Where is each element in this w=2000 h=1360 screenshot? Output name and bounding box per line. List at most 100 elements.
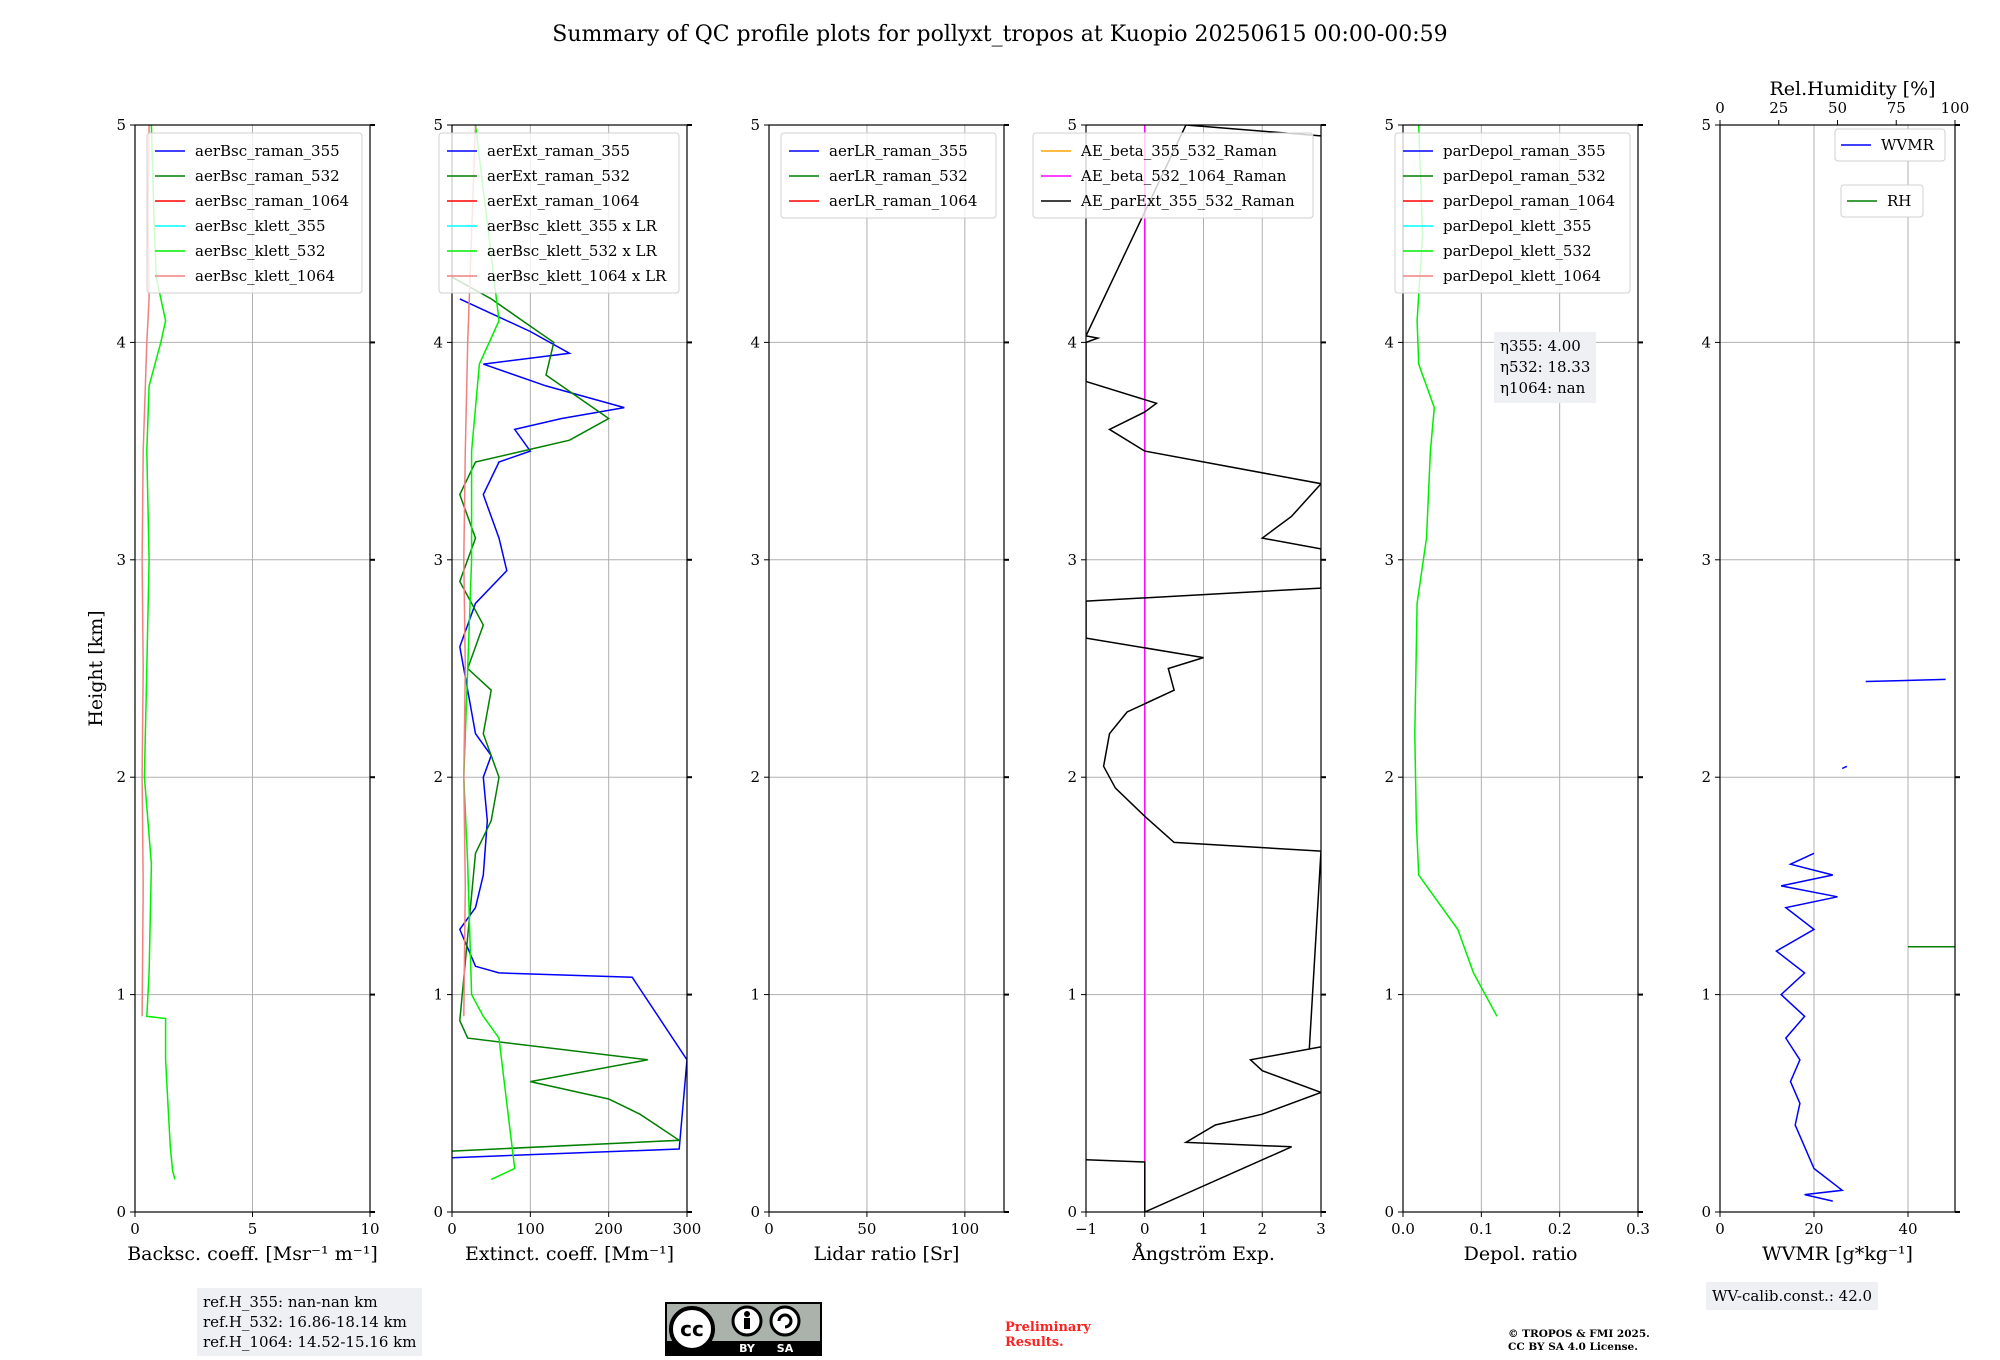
y-tick-label: 2: [1384, 768, 1394, 786]
legend-label: aerLR_raman_1064: [829, 192, 977, 210]
y-tick-label: 4: [750, 333, 760, 351]
legend-label: parDepol_klett_1064: [1443, 267, 1601, 285]
y-tick-label: 2: [433, 768, 443, 786]
chart-panel-6: 0 20 40 0 1 2 3 4 5 WVMR [g*kg⁻¹] 0 25 50 75 100 Rel.Hu…: [1701, 78, 1969, 1265]
legend: aerExt_raman_355 aerExt_raman_532 aerExt_r…: [438, 132, 680, 294]
y-tick-label: 2: [116, 768, 126, 786]
series-line: [1414, 125, 1498, 1017]
legend: parDepol_raman_355 parDepol_raman_532 parD…: [1394, 132, 1631, 294]
x2-tick-label: 0: [1715, 99, 1725, 117]
y-tick-label: 0: [750, 1203, 760, 1221]
series-line: [1865, 678, 1946, 683]
x-axis-label: Backsc. coeff. [Msr⁻¹ m⁻¹]: [127, 1243, 378, 1265]
x-tick-label: 0: [764, 1220, 774, 1238]
y-axis-label: Height [km]: [85, 610, 107, 726]
legend-label: aerExt_raman_355: [487, 142, 630, 160]
legend: aerBsc_raman_355 aerBsc_raman_532 aerBsc_r…: [146, 132, 363, 294]
y-tick-label: 4: [1067, 333, 1077, 351]
page-title: Summary of QC profile plots for pollyxt_…: [552, 22, 1448, 47]
legend-label: parDepol_klett_532: [1443, 242, 1592, 260]
y-tick-label: 3: [116, 551, 126, 569]
preliminary-line-1: Preliminary: [1005, 1320, 1091, 1335]
y-tick-label: 1: [1067, 986, 1077, 1004]
x-axis-label: Extinct. coeff. [Mm⁻¹]: [465, 1243, 674, 1265]
legend-label: aerLR_raman_532: [829, 167, 968, 185]
x2-tick-label: 100: [1941, 99, 1970, 117]
reference-height-box: ref.H_355: nan-nan km ref.H_532: 16.86-1…: [197, 1288, 423, 1356]
copyright-line-2: CC BY SA 4.0 License.: [1508, 1341, 1638, 1353]
legend-label: aerBsc_raman_1064: [195, 192, 349, 210]
legend-frame: [438, 132, 680, 294]
x2-tick-label: 75: [1887, 99, 1906, 117]
legend-label: parDepol_raman_1064: [1443, 192, 1615, 210]
eta-box: η355: 4.00 η532: 18.33 η1064: nan: [1494, 332, 1597, 403]
legend-frame: [1834, 128, 1946, 162]
y-tick-label: 4: [433, 333, 443, 351]
y-tick-label: 3: [750, 551, 760, 569]
legend-label: aerBsc_klett_1064: [195, 267, 335, 285]
eta-1064: η1064: nan: [1500, 379, 1586, 397]
y-tick-label: 3: [433, 551, 443, 569]
legend-label: parDepol_klett_355: [1443, 217, 1592, 235]
chart-panel-3: 0 50 100 0 1 2 3 4 5 Lidar ratio [Sr] aerLR_raman_…: [750, 116, 1009, 1265]
preliminary-line-2: Results.: [1005, 1335, 1064, 1350]
wv-calib-box: WV-calib.const.: 42.0: [1706, 1282, 1879, 1310]
chart-panel-2: 0 100 200 300 0 1 2 3 4 5 Extinct. coeff. [Mm⁻¹] ae…: [433, 116, 701, 1265]
x-tick-label: −1: [1075, 1220, 1097, 1238]
legend-label: aerBsc_raman_532: [195, 167, 340, 185]
y-tick-label: 2: [750, 768, 760, 786]
plot-frame: [768, 124, 1005, 1213]
x-axis-label: WVMR [g*kg⁻¹]: [1762, 1243, 1913, 1265]
x-tick-label: 1: [1199, 1220, 1209, 1238]
legend-label: AE_parExt_355_532_Raman: [1080, 192, 1295, 210]
legend-wvmr: WVMR: [1834, 128, 1946, 162]
ref-line-532: ref.H_532: 16.86-18.14 km: [203, 1313, 407, 1331]
legend: AE_beta_355_532_Raman AE_beta_532_1064_Ra…: [1032, 132, 1314, 219]
legend-label: aerLR_raman_355: [829, 142, 968, 160]
legend-label: aerBsc_klett_1064 x LR: [487, 267, 667, 285]
x-tick-label: 100: [516, 1220, 545, 1238]
badge-by-label: BY: [739, 1342, 756, 1355]
series-line: [452, 276, 682, 1152]
x-tick-label: 0.3: [1626, 1220, 1650, 1238]
y-tick-label: 5: [1067, 116, 1077, 134]
legend-rh: RH: [1840, 184, 1924, 218]
badge-sa-label: SA: [777, 1342, 794, 1355]
legend-frame: [1394, 132, 1631, 294]
y-tick-label: 5: [1701, 116, 1711, 134]
series-line: [1086, 125, 1321, 1212]
y-tick-label: 5: [1384, 116, 1394, 134]
eta-532: η532: 18.33: [1500, 358, 1591, 376]
y-tick-label: 0: [1067, 1203, 1077, 1221]
x-tick-label: 5: [248, 1220, 258, 1238]
x-tick-label: 0: [130, 1220, 140, 1238]
x-tick-label: 0: [1140, 1220, 1150, 1238]
x-tick-label: 0: [1715, 1220, 1725, 1238]
legend-label: aerBsc_klett_355: [195, 217, 326, 235]
legend-frame: [146, 132, 363, 294]
x-tick-label: 0.2: [1548, 1220, 1572, 1238]
legend-label: aerExt_raman_532: [487, 167, 630, 185]
x2-tick-label: 25: [1769, 99, 1788, 117]
chart-panel-1: 0 5 10 0 1 2 3 4 5 Backsc. coeff. [Msr⁻¹ m⁻¹] Heig…: [85, 116, 380, 1265]
x-tick-label: 50: [857, 1220, 876, 1238]
legend: aerLR_raman_355 aerLR_raman_532 aerLR_rama…: [780, 132, 997, 219]
x2-tick-label: 50: [1828, 99, 1847, 117]
legend-label: RH: [1887, 192, 1911, 210]
series-line: [452, 298, 687, 1159]
y-tick-label: 3: [1384, 551, 1394, 569]
copyright-line-1: © TROPOS & FMI 2025.: [1508, 1328, 1650, 1340]
legend-label: aerBsc_klett_532: [195, 242, 326, 260]
y-tick-label: 5: [433, 116, 443, 134]
y-tick-label: 1: [1701, 986, 1711, 1004]
x-tick-label: 40: [1898, 1220, 1917, 1238]
y-tick-label: 4: [1384, 333, 1394, 351]
y-tick-label: 1: [750, 986, 760, 1004]
preliminary-note: Preliminary Results.: [1005, 1320, 1091, 1350]
y-tick-label: 0: [116, 1203, 126, 1221]
cc-license-badge: cc BY SA: [665, 1302, 822, 1356]
x-tick-label: 20: [1804, 1220, 1823, 1238]
legend-label: parDepol_raman_532: [1443, 167, 1606, 185]
